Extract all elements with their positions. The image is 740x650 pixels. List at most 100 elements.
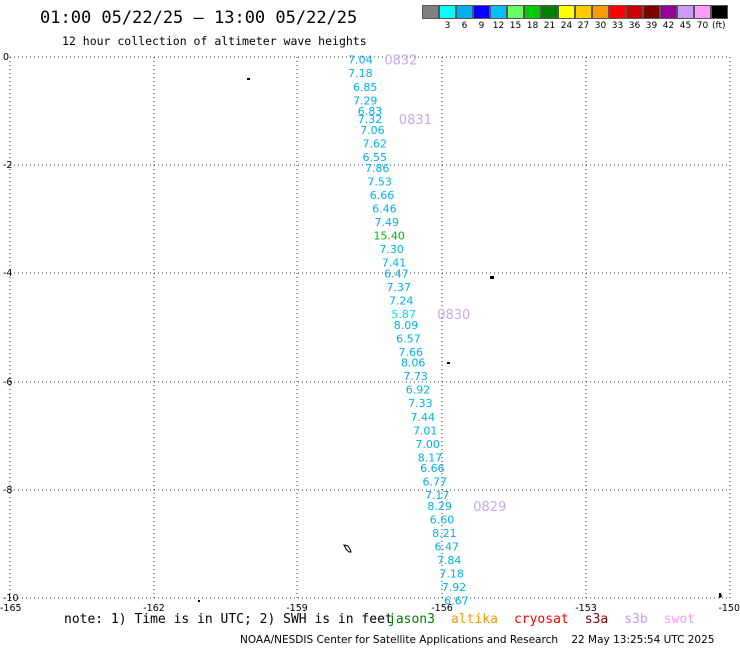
swh-value-label: 7.41 [382, 257, 407, 270]
legend-swatch [711, 5, 728, 19]
y-tick-label: -6 [3, 377, 12, 388]
legend-label: 24 [560, 21, 573, 31]
swh-value-label: 7.17 [425, 489, 450, 502]
swh-value-label: 15.40 [373, 230, 405, 243]
map-title: 01:00 05/22/25 — 13:00 05/22/25 [40, 8, 358, 28]
swh-value-label: 7.06 [360, 124, 385, 137]
legend-swatch [422, 5, 439, 19]
swh-value-label: 8.09 [394, 319, 419, 332]
land-dot [198, 600, 200, 602]
legend-swatch [592, 5, 609, 19]
swh-value-label: 6.83 [358, 105, 383, 118]
y-tick-label: -4 [3, 268, 12, 279]
legend-labels: 3 6 9 12 15 18 21 24 27 30 33 36 39 42 45 70 (ft) [422, 19, 728, 31]
legend-label: 42 [662, 21, 675, 31]
legend-swatch [473, 5, 490, 19]
legend-swatch [677, 5, 694, 19]
legend-label: 18 [526, 21, 539, 31]
swh-value-label: 8.06 [401, 357, 426, 370]
swh-value-label: 7.00 [415, 438, 440, 451]
legend-swatch [439, 5, 456, 19]
satellite-name-s3b: s3b [624, 612, 648, 627]
y-tick-label: -2 [3, 160, 12, 171]
satellite-name-cryosat: cryosat [513, 612, 569, 627]
land-dot [490, 276, 494, 279]
swh-value-label: 6.47 [384, 267, 409, 280]
satellite-name-jason3: jason3 [388, 612, 435, 627]
legend-unit: (ft) [712, 21, 726, 31]
legend-label: 9 [478, 21, 485, 31]
swh-value-label: 7.92 [442, 581, 467, 594]
pass-time-label: 0832 [384, 54, 417, 69]
satellite-legend: jason3 altika cryosat s3a s3b swot [388, 612, 711, 627]
pass-time-label: 0830 [437, 308, 470, 323]
legend-label: 6 [461, 21, 468, 31]
legend-label: 27 [577, 21, 590, 31]
swh-value-label: 7.86 [365, 162, 390, 175]
swh-value-label: 7.44 [411, 411, 436, 424]
land-dot [247, 78, 250, 80]
swh-value-label: 7.66 [399, 346, 424, 359]
map-subtitle: 12 hour collection of altimeter wave hei… [62, 34, 367, 48]
legend-label: 3 [444, 21, 451, 31]
x-tick-label: -153 [575, 603, 597, 614]
swh-value-label: 5.87 [391, 308, 416, 321]
legend-swatch [541, 5, 558, 19]
y-tick-label: -10 [3, 593, 19, 604]
atoll-outline [343, 544, 352, 553]
credit-line: NOAA/NESDIS Center for Satellite Applica… [240, 634, 715, 646]
x-tick-label: -162 [143, 603, 165, 614]
swh-value-label: 7.32 [358, 113, 383, 126]
y-tick-label: 0 [3, 52, 9, 63]
pass-time-label: 0829 [473, 500, 506, 515]
legend-label: 15 [509, 21, 522, 31]
x-tick-label: -165 [0, 603, 22, 614]
swh-value-label: 6.55 [363, 151, 388, 164]
swh-value-label: 7.37 [387, 281, 412, 294]
swh-value-label: 7.62 [363, 138, 388, 151]
legend-swatch [609, 5, 626, 19]
x-tick-label: -159 [286, 603, 308, 614]
color-legend: 3 6 9 12 15 18 21 24 27 30 33 36 39 42 45 70 (ft) [422, 5, 728, 31]
swh-value-label: 7.30 [379, 243, 404, 256]
legend-swatch [660, 5, 677, 19]
swh-points: 7.047.186.857.296.837.327.067.626.557.86… [348, 54, 469, 608]
legend-swatch [524, 5, 541, 19]
swh-value-label: 7.84 [437, 554, 462, 567]
swh-value-label: 7.53 [367, 175, 392, 188]
swh-value-label: 7.24 [389, 294, 414, 307]
pass-time-label: 0831 [399, 113, 432, 128]
legend-swatch [643, 5, 660, 19]
legend-swatch [456, 5, 473, 19]
legend-swatch [575, 5, 592, 19]
x-tick-label: -150 [718, 603, 740, 614]
swh-value-label: 7.49 [375, 216, 400, 229]
swh-value-label: 6.67 [444, 595, 469, 608]
satellite-name-swot: swot [663, 612, 696, 627]
swh-value-label: 6.46 [372, 202, 397, 215]
swh-value-label: 6.47 [435, 541, 460, 554]
swh-value-label: 7.04 [348, 54, 373, 67]
swh-value-label: 6.85 [353, 81, 378, 94]
land-dot [447, 362, 450, 364]
swh-value-label: 6.92 [406, 384, 431, 397]
legend-swatch [558, 5, 575, 19]
legend-label: 33 [611, 21, 624, 31]
satellite-name-altika: altika [450, 612, 498, 627]
swh-value-label: 8.29 [427, 500, 452, 513]
land-features [198, 78, 722, 602]
swh-value-label: 6.66 [370, 189, 395, 202]
swh-value-label: 7.18 [348, 67, 373, 80]
units-note: note: 1) Time is in UTC; 2) SWH is in fe… [64, 612, 393, 627]
legend-label: 39 [645, 21, 658, 31]
legend-label: 45 [679, 21, 692, 31]
legend-label: 12 [492, 21, 505, 31]
axis-tick-labels: -165 -162 -159 -156 -153 -150 0 -2 -4 -6 -8 -10 [0, 52, 740, 614]
satellite-name-s3a: s3a [584, 612, 609, 627]
legend-label: 70 [696, 21, 709, 31]
swh-value-label: 6.60 [430, 514, 455, 527]
swh-value-label: 6.57 [396, 332, 421, 345]
time-labels: 0832 0831 0830 0829 [384, 54, 506, 515]
x-tick-label: -156 [431, 603, 453, 614]
